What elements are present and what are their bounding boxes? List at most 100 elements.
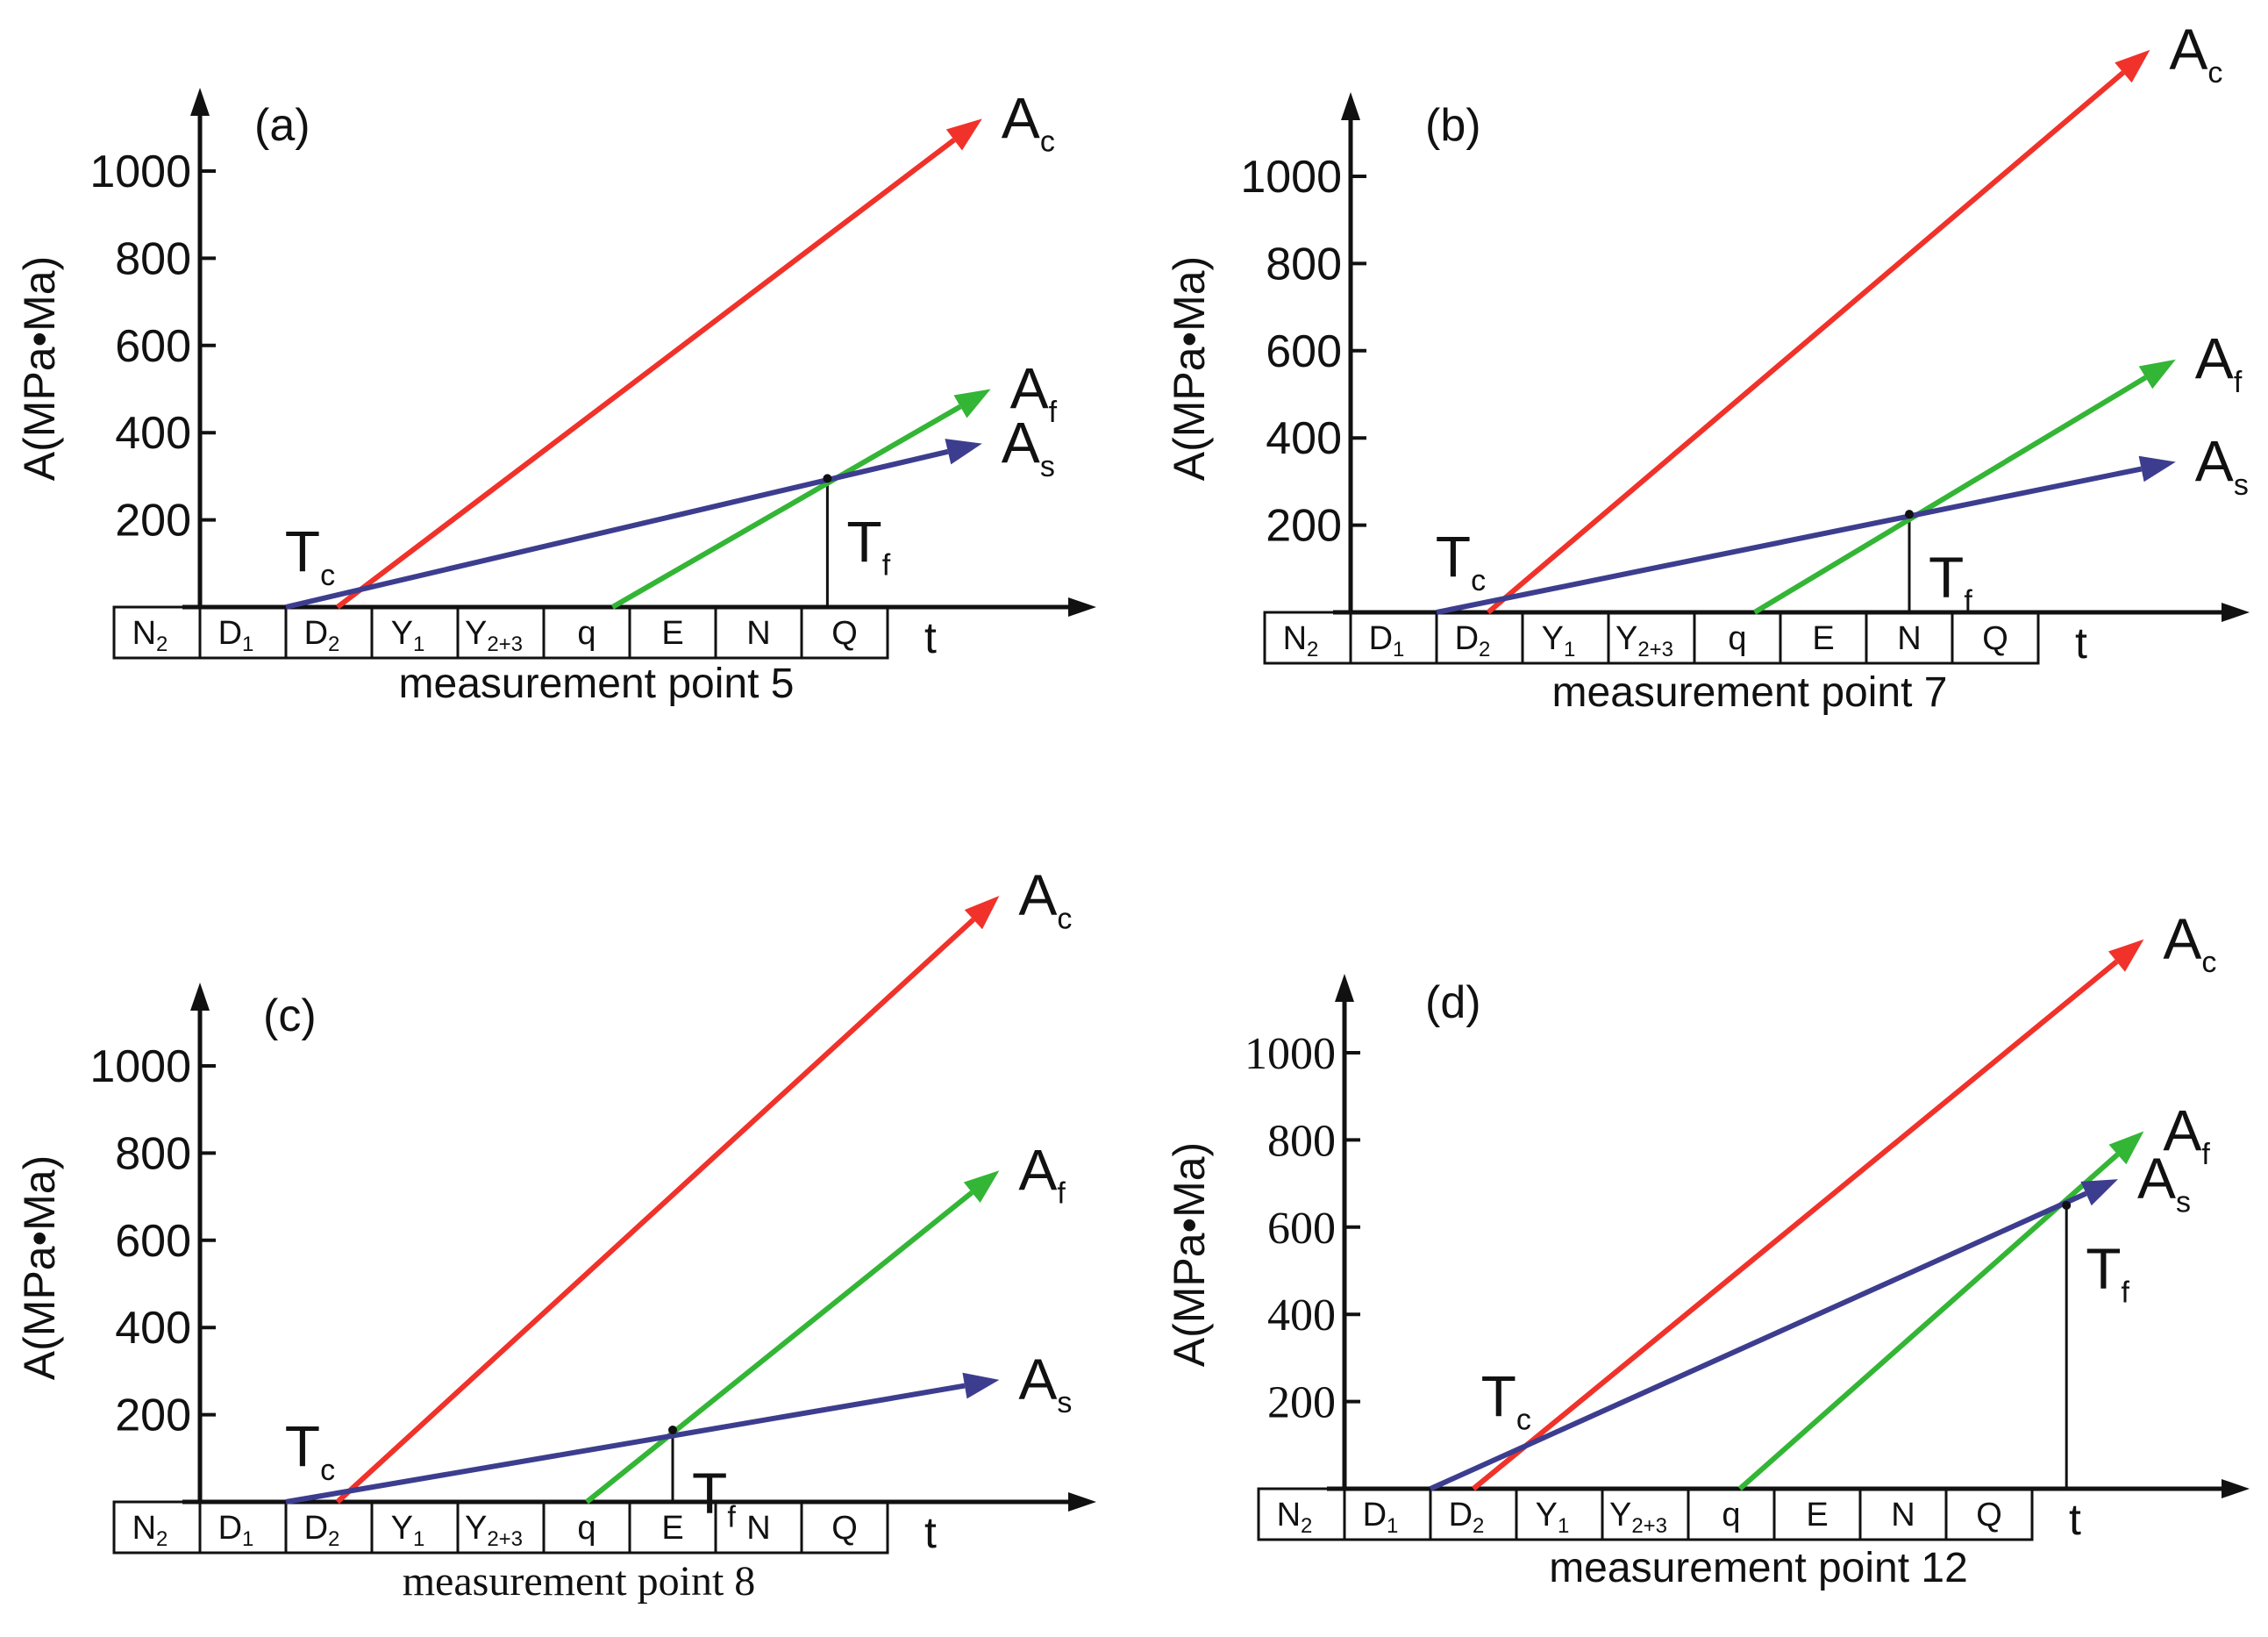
series-ac-label: Ac [1018,862,1072,935]
stage-label: E [661,615,683,652]
stage-label: Q [831,615,858,652]
stage-label: E [661,1510,683,1547]
series-as-arrowhead [962,1372,1000,1399]
series-af-label: Af [2195,326,2243,399]
series-af-line [1753,375,2148,615]
series-as-arrowhead [2138,455,2176,483]
x-axis-label: t [924,1508,937,1557]
y-tick-label: 1000 [89,147,191,197]
stage-label: N2 [1283,620,1319,661]
series-ac-label: Ac [2169,17,2222,89]
series-as-arrowhead [2080,1179,2118,1206]
series-ac-arrowhead [2115,49,2150,83]
y-tick-label: 600 [1267,1204,1336,1254]
stage-cell [1944,1487,2034,1541]
series-ac-line [1486,70,2125,615]
panel-caption: measurement point 5 [399,661,795,707]
series-ac-line [1472,959,2119,1491]
tf-point [1905,510,1914,519]
y-tick-label: 400 [1266,413,1342,464]
series-as-line [1436,466,2143,615]
series-as-label: As [2195,429,2249,502]
panel-label: (a) [254,100,310,151]
panel-caption: measurement point 12 [1549,1545,1968,1591]
stage-label: D1 [218,1510,254,1551]
stage-label: q [1728,620,1746,657]
stage-label: Y2+3 [1609,1497,1667,1538]
series-ac-arrowhead [2108,939,2144,972]
series-as-line [285,1383,966,1505]
stage-label: q [577,1510,596,1547]
stage-label: Y1 [1542,620,1576,661]
series-af-arrowhead [2138,359,2176,390]
y-tick-label: 1000 [89,1041,191,1092]
x-axis-arrow [2222,603,2250,622]
annotation-tf: Tf [692,1461,736,1533]
series-as-label: As [2137,1146,2191,1219]
stage-label: Q [1982,620,2008,657]
series-as-line [285,448,949,610]
y-axis-label: A(MPa•Ma) [1165,1142,1214,1367]
series-ac-label: Ac [1002,85,1055,158]
y-axis-label: A(MPa•Ma) [15,256,64,481]
series-as-arrowhead [945,439,982,465]
panel-label: (d) [1425,977,1481,1028]
annotation-tc: Tc [1436,525,1486,597]
y-tick-label: 1000 [1240,152,1342,203]
y-tick-label: 200 [1266,501,1342,552]
tf-point [2062,1200,2072,1210]
series-ac-arrowhead [945,118,982,151]
stage-cell [800,605,889,660]
stage-label: Y2+3 [465,1510,523,1551]
stage-label: N [746,1510,770,1547]
panel-label: (c) [263,990,317,1041]
stage-label: D2 [304,615,340,656]
series-af-line [585,1190,974,1505]
stage-label: N2 [132,615,168,656]
y-tick-label: 400 [115,408,191,459]
stage-label: N2 [1277,1497,1313,1538]
y-tick-label: 600 [115,1216,191,1267]
y-tick-label: 600 [115,321,191,372]
stage-label: N [1897,620,1921,657]
tf-point [823,474,832,483]
stage-label: Y2+3 [1615,620,1673,661]
y-tick-label: 200 [115,496,191,547]
series-af-arrowhead [963,1170,1000,1204]
stage-label: Y1 [1536,1497,1570,1538]
y-axis-label: A(MPa•Ma) [15,1155,64,1380]
stage-label: N2 [132,1510,168,1551]
y-axis-arrow [1335,974,1354,1002]
series-af-label: Af [1010,356,1058,429]
series-af-label: Af [2163,1097,2210,1170]
stage-label: Y1 [391,615,425,656]
annotation-tc: Tc [1481,1363,1531,1436]
stage-label: D2 [1455,620,1491,661]
y-tick-label: 200 [1267,1378,1336,1428]
y-axis-arrow [190,983,210,1011]
stage-label: Y1 [391,1510,425,1551]
y-axis-label: A(MPa•Ma) [1165,256,1214,481]
x-axis-arrow [2222,1479,2250,1498]
y-tick-label: 800 [1266,239,1342,290]
panel-label: (b) [1425,100,1481,151]
stage-label: q [1722,1497,1740,1533]
annotation-tc: Tc [285,519,335,592]
y-axis-arrow [190,88,210,116]
series-af-label: Af [1018,1137,1066,1210]
y-tick-label: 1000 [1245,1029,1336,1079]
stage-label: N [1891,1497,1915,1533]
panel-caption: measurement point 7 [1552,669,1948,716]
annotation-tf: Tf [2086,1236,2129,1309]
y-tick-label: 400 [115,1303,191,1354]
panel-b: 200 400 600 800 1000 A(MPa•Ma) N2 D1 D2 Y1 Y2+3 q E N… [1165,17,2250,716]
series-af-arrowhead [2108,1131,2144,1165]
series-as-label: As [1018,1347,1072,1419]
y-tick-label: 800 [1267,1116,1336,1166]
panel-a: 200 400 600 800 1000 A(MPa•Ma) N2 D1 D2 Y1 Y2+3 q E N… [15,85,1096,707]
series-as-line [1429,1190,2087,1491]
y-tick-label: 800 [115,1128,191,1179]
x-axis-label: t [924,613,937,662]
stage-label: E [1806,1497,1828,1533]
y-axis-arrow [1341,92,1360,120]
